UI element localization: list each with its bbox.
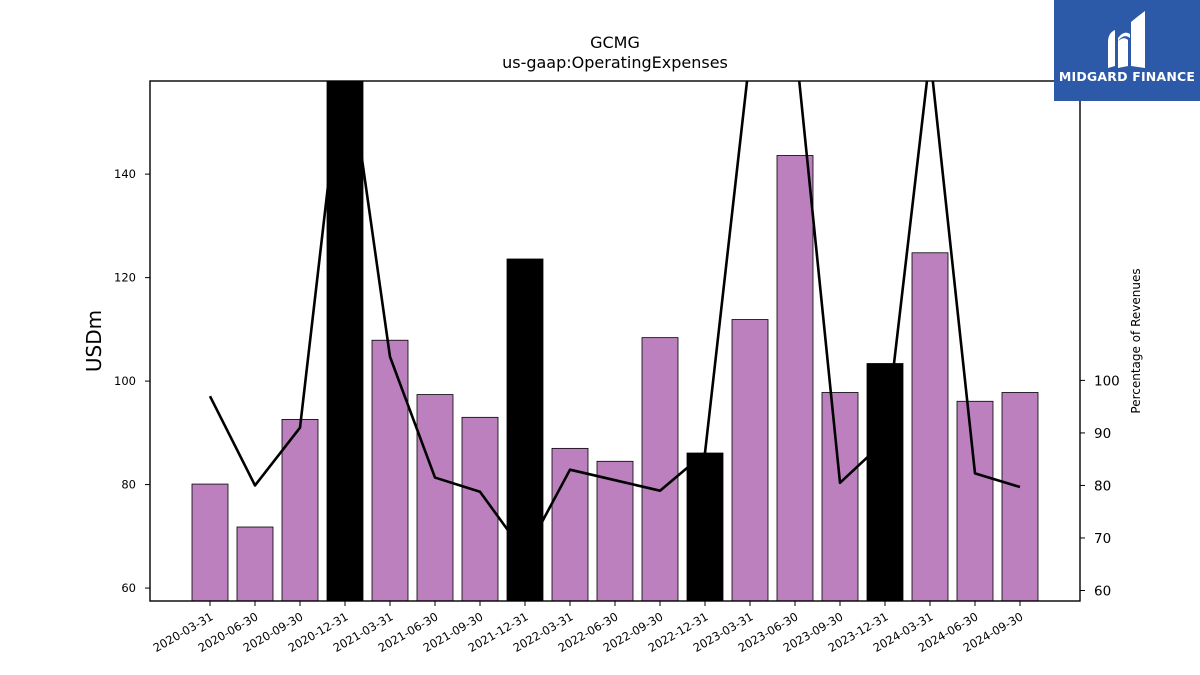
chart-subtitle: us-gaap:OperatingExpenses	[502, 53, 728, 72]
y-tick-label: 140	[114, 167, 136, 181]
bar-2022-06-30	[596, 460, 634, 601]
chart-title: GCMG	[590, 33, 640, 52]
bar-2024-03-31	[911, 252, 949, 601]
y-tick-label: 100	[114, 374, 136, 388]
bar-2020-09-30	[281, 418, 319, 601]
bar-2022-12-31	[686, 452, 724, 601]
midgard-finance-logo: MIDGARD FINANCE	[1054, 0, 1200, 101]
line-layer	[208, 81, 1021, 556]
logo-mark-icon	[1108, 11, 1145, 68]
logo-text: MIDGARD FINANCE	[1058, 69, 1196, 84]
y2-tick-label: 90	[1094, 426, 1111, 442]
y-tick-label: 80	[121, 478, 136, 492]
bar-2021-03-31	[371, 339, 409, 601]
bar-2024-06-30	[956, 400, 994, 601]
bar-2021-12-31	[506, 258, 544, 601]
y-tick-label: 60	[121, 581, 136, 595]
bar-2021-06-30	[416, 394, 454, 601]
bar-2022-09-30	[641, 337, 679, 601]
bars-layer	[191, 81, 1039, 601]
y-tick-label: 120	[114, 271, 136, 285]
y2-tick-label: 100	[1094, 373, 1120, 389]
line-percentage-of-revenues	[208, 81, 1021, 556]
y2-tick-label: 80	[1094, 478, 1111, 494]
y2-axis-label: Percentage of Revenues	[1129, 268, 1143, 413]
bar-2020-06-30	[236, 526, 274, 601]
y-axis-label: USDm	[82, 310, 106, 372]
bar-2024-09-30	[1001, 392, 1039, 601]
bar-2020-12-31	[326, 81, 364, 601]
bar-2023-09-30	[821, 392, 859, 601]
bar-2020-03-31	[191, 483, 229, 601]
bar-2023-03-31	[731, 319, 769, 601]
y2-tick-label: 60	[1094, 583, 1111, 599]
bar-2023-12-31	[866, 363, 904, 601]
bar-2023-06-30	[776, 155, 814, 601]
y2-tick-label: 70	[1094, 531, 1111, 547]
